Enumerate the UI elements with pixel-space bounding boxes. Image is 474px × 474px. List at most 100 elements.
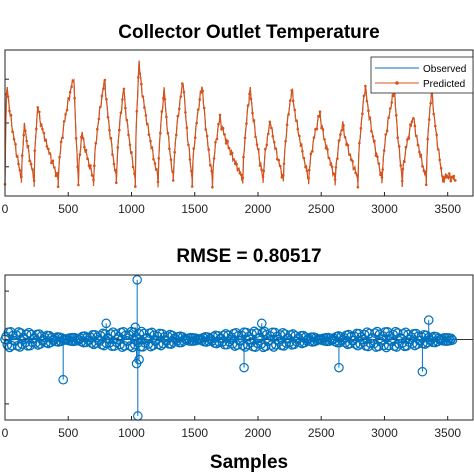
predicted-point — [119, 111, 123, 114]
predicted-point — [343, 135, 347, 139]
predicted-point — [105, 97, 108, 101]
predicted-point — [29, 162, 33, 166]
predicted-point — [336, 157, 339, 160]
predicted-point — [54, 174, 58, 178]
predicted-point — [317, 114, 320, 118]
predicted-point — [410, 120, 414, 123]
residual-point — [398, 328, 409, 339]
predicted-point — [35, 127, 38, 131]
predicted-point — [173, 151, 176, 154]
predicted-point — [114, 168, 117, 172]
predicted-point — [387, 116, 391, 119]
top-x-tick-label-3000: 3000 — [371, 202, 398, 216]
predicted-point — [436, 148, 440, 151]
residual-spike-7 — [417, 366, 428, 377]
predicted-point — [97, 117, 101, 121]
bottom-x-tick-label-1500: 1500 — [181, 426, 208, 440]
predicted-point — [179, 95, 183, 98]
predicted-point — [214, 141, 217, 144]
predicted-point — [390, 101, 394, 104]
predicted-point — [254, 135, 257, 139]
predicted-point — [418, 150, 421, 154]
predicted-point — [412, 117, 415, 120]
predicted-point — [427, 118, 431, 121]
predicted-point — [42, 131, 46, 135]
residual-spike-9 — [101, 318, 111, 329]
predicted-point — [400, 179, 404, 183]
predicted-point — [262, 169, 266, 173]
predicted-point — [93, 164, 96, 167]
predicted-point — [205, 134, 209, 138]
predicted-point — [307, 177, 310, 180]
predicted-point — [116, 146, 120, 149]
predicted-point — [361, 112, 364, 115]
predicted-point — [86, 157, 89, 161]
residual-spike-5 — [239, 362, 249, 373]
predicted-point — [308, 168, 311, 172]
predicted-point — [380, 176, 384, 179]
predicted-point — [64, 113, 67, 116]
predicted-point — [318, 110, 322, 113]
bottom-x-tick-label-0: 0 — [2, 426, 9, 440]
predicted-point — [112, 162, 116, 166]
predicted-point — [290, 89, 294, 92]
predicted-point — [175, 133, 178, 137]
predicted-point — [226, 139, 229, 143]
predicted-point — [165, 115, 168, 119]
predicted-point — [252, 119, 256, 122]
residual-point — [21, 329, 32, 340]
predicted-point — [251, 111, 254, 115]
predicted-point — [238, 171, 242, 175]
predicted-point — [246, 104, 250, 107]
predicted-point — [407, 136, 411, 140]
predicted-point — [118, 128, 121, 132]
predicted-point — [351, 159, 354, 163]
predicted-point — [249, 97, 253, 101]
predicted-point — [270, 126, 273, 130]
predicted-point — [133, 172, 136, 176]
predicted-point — [248, 92, 251, 96]
predicted-point — [138, 72, 142, 75]
predicted-point — [210, 169, 213, 173]
predicted-point — [295, 119, 298, 123]
predicted-point — [61, 136, 64, 139]
predicted-point — [14, 142, 17, 146]
predicted-point — [371, 135, 375, 138]
predicted-point — [242, 155, 245, 159]
bottom-x-tick-label-1000: 1000 — [118, 426, 145, 440]
predicted-point — [288, 99, 292, 102]
predicted-point — [144, 114, 148, 117]
predicted-point — [282, 162, 286, 166]
x-axis-label: Samples — [210, 452, 288, 473]
predicted-point — [185, 126, 189, 130]
predicted-point — [56, 185, 60, 189]
predicted-point — [273, 141, 276, 144]
predicted-point — [312, 136, 316, 139]
predicted-point — [329, 163, 332, 166]
predicted-point — [355, 174, 359, 177]
predicted-point — [304, 165, 307, 169]
residual-spike-2 — [58, 374, 68, 385]
predicted-point — [362, 94, 366, 98]
predicted-point — [53, 166, 56, 169]
bottom-x-tick-label-3500: 3500 — [434, 426, 461, 440]
top-axes-box — [4, 49, 474, 197]
predicted-point — [429, 102, 433, 105]
predicted-point — [171, 179, 175, 182]
predicted-point — [215, 137, 219, 141]
predicted-point — [131, 165, 135, 169]
predicted-point — [401, 167, 405, 171]
predicted-point — [211, 185, 214, 189]
predicted-point — [89, 164, 92, 167]
predicted-point — [404, 145, 408, 149]
predicted-point — [156, 180, 160, 184]
predicted-point — [280, 176, 284, 179]
predicted-point — [419, 153, 423, 156]
predicted-point — [96, 127, 99, 131]
predicted-point — [438, 158, 442, 162]
predicted-point — [415, 134, 418, 138]
predicted-point — [309, 152, 313, 156]
predicted-point — [176, 114, 180, 118]
predicted-point — [115, 181, 118, 184]
predicted-point — [218, 113, 222, 117]
